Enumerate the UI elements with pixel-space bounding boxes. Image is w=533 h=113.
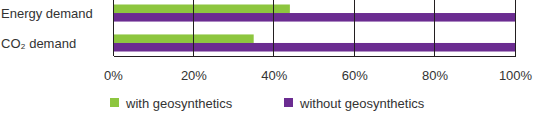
- tick-label: 80%: [422, 68, 448, 83]
- tick: 100%: [499, 56, 533, 83]
- axis-line: [114, 56, 516, 57]
- tick: 60%: [342, 56, 368, 83]
- legend: with geosynthetics without geosynthetics: [110, 96, 425, 111]
- grid-line: [434, 0, 435, 56]
- bar: [113, 43, 515, 52]
- legend-swatch: [284, 98, 293, 107]
- tick-label: 20%: [181, 68, 207, 83]
- tick-label: 100%: [499, 68, 533, 83]
- grid-line: [193, 0, 194, 56]
- category-label: Energy demand: [1, 6, 93, 21]
- grid-line: [515, 0, 516, 56]
- category-labels: Energy demand CO₂ demand: [1, 6, 93, 51]
- tick: 20%: [181, 56, 207, 83]
- legend-label: without geosynthetics: [299, 96, 425, 111]
- bar: [113, 4, 290, 13]
- tick: 40%: [261, 56, 287, 83]
- grid-line: [273, 0, 274, 56]
- tick: 0%: [104, 56, 123, 83]
- x-axis: 0% 20% 40% 60% 80% 100%: [104, 56, 532, 83]
- legend-label: with geosynthetics: [125, 96, 233, 111]
- tick: 80%: [422, 56, 448, 83]
- grid-line: [354, 0, 355, 56]
- category-label: CO₂ demand: [1, 36, 76, 51]
- grid-line: [113, 0, 114, 56]
- grid: [113, 0, 515, 56]
- bar: [113, 13, 515, 22]
- bar: [113, 34, 254, 43]
- tick-label: 60%: [342, 68, 368, 83]
- chart: 0% 20% 40% 60% 80% 100% Energy demand CO₂ deman…: [0, 0, 533, 113]
- legend-swatch: [110, 98, 119, 107]
- tick-label: 40%: [261, 68, 287, 83]
- tick-label: 0%: [104, 68, 123, 83]
- bars: [113, 4, 515, 51]
